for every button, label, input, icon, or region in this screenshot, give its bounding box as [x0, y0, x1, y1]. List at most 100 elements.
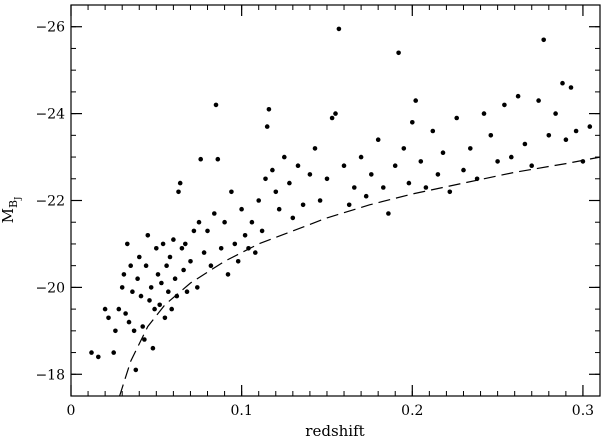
y-axis-label-main: M — [0, 208, 17, 223]
data-point — [312, 146, 318, 151]
data-point — [430, 128, 436, 134]
data-point — [130, 289, 135, 295]
data-point — [113, 328, 118, 334]
data-point — [440, 150, 446, 155]
data-point — [386, 211, 391, 216]
data-point — [232, 241, 238, 247]
data-point — [253, 250, 258, 255]
data-point — [413, 98, 419, 103]
y-tick-label: −20 — [35, 280, 65, 296]
data-point — [135, 276, 140, 282]
y-tick-label: −24 — [35, 107, 65, 123]
data-point — [474, 176, 480, 182]
data-point — [235, 259, 241, 264]
data-point — [171, 237, 176, 242]
data-point — [191, 228, 197, 234]
data-point — [143, 263, 149, 269]
data-point — [287, 180, 292, 186]
data-point — [172, 276, 178, 282]
data-point — [447, 189, 453, 195]
data-point — [167, 254, 173, 260]
data-point — [239, 206, 244, 212]
data-point — [246, 246, 251, 251]
data-point — [401, 146, 407, 151]
y-tick-label: −18 — [35, 367, 65, 383]
data-point — [495, 159, 500, 164]
data-point — [435, 172, 441, 177]
data-point — [184, 289, 190, 295]
major-ticks — [70, 5, 600, 396]
data-point — [317, 198, 323, 203]
data-point — [282, 154, 287, 160]
data-point — [468, 146, 473, 151]
x-axis-label: redshift — [305, 422, 364, 440]
data-point — [188, 259, 193, 264]
data-point — [502, 102, 507, 108]
data-point — [229, 189, 234, 195]
data-point — [225, 272, 231, 277]
data-point — [560, 80, 565, 86]
data-point — [522, 141, 528, 147]
y-axis-label-sub: B — [7, 200, 20, 208]
data-point — [488, 133, 494, 138]
data-point — [300, 202, 306, 208]
data-point — [358, 154, 364, 160]
y-tick-label: −26 — [35, 20, 65, 36]
data-point — [148, 285, 154, 290]
data-point — [396, 50, 401, 56]
x-tick-labels: 0 0.1 0.2 0.3 — [67, 403, 595, 419]
data-point — [222, 219, 227, 225]
data-point — [174, 293, 180, 299]
data-point — [546, 133, 552, 138]
data-point — [142, 337, 147, 342]
data-point — [307, 172, 313, 177]
data-point — [580, 159, 586, 164]
data-point — [242, 233, 248, 238]
data-point — [123, 311, 128, 316]
data-point — [573, 128, 579, 134]
data-point — [276, 206, 282, 212]
data-point — [515, 93, 521, 99]
data-point — [198, 156, 203, 162]
data-point — [195, 285, 200, 290]
data-point — [536, 98, 541, 103]
data-point — [152, 306, 157, 312]
data-point — [162, 315, 168, 321]
data-point — [563, 137, 569, 142]
data-point — [454, 115, 460, 121]
data-point — [179, 246, 185, 251]
x-tick-label: 0.1 — [231, 403, 253, 419]
data-point — [553, 111, 558, 116]
data-point — [89, 350, 94, 355]
x-tick-label: 0 — [67, 403, 76, 419]
data-point — [166, 289, 171, 295]
data-point — [164, 263, 169, 269]
data-point — [266, 107, 272, 112]
data-point — [461, 167, 466, 173]
data-points — [89, 26, 593, 373]
data-point — [125, 241, 130, 247]
data-point — [587, 124, 593, 129]
plot-frame — [70, 4, 601, 397]
data-point — [352, 185, 357, 190]
data-point — [157, 302, 162, 308]
y-tick-label: −22 — [35, 194, 65, 210]
data-point — [155, 272, 161, 277]
data-point — [116, 306, 122, 312]
data-point — [106, 315, 111, 321]
data-point — [341, 163, 347, 168]
data-point — [159, 280, 164, 286]
data-point — [147, 298, 152, 303]
data-point — [529, 163, 534, 168]
data-point — [541, 37, 546, 43]
data-point — [256, 198, 262, 203]
data-point — [249, 219, 255, 225]
data-point — [418, 159, 424, 164]
x-tick-label: 0.2 — [401, 403, 423, 419]
data-point — [263, 176, 268, 182]
data-point — [213, 102, 219, 108]
data-point — [111, 350, 116, 355]
data-point — [324, 176, 330, 182]
data-point — [295, 163, 301, 168]
